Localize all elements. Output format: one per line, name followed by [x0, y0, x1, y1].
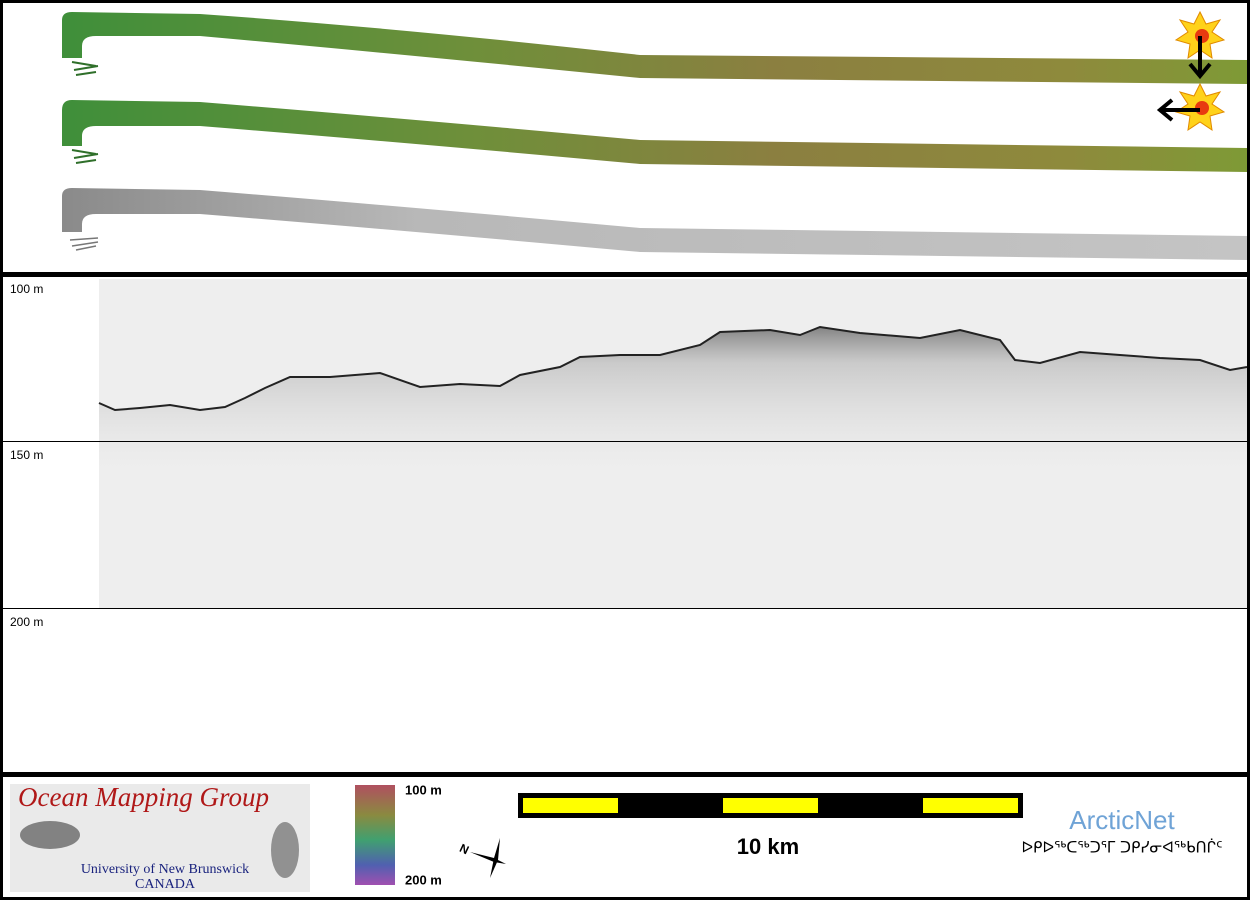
svg-text:N: N: [457, 841, 471, 857]
colorbar: [355, 785, 395, 885]
colorbar-label: 100 m: [405, 782, 442, 797]
logo-title: Ocean Mapping Group: [18, 782, 269, 812]
north-arrow: N: [457, 838, 506, 878]
swath-fragment: [69, 237, 99, 251]
logo-university: University of New Brunswick: [81, 862, 249, 877]
scale-bar: [518, 793, 1023, 818]
depth-label: 150 m: [10, 448, 43, 462]
depth-label: 200 m: [10, 615, 43, 629]
swath-bathymetry: [62, 12, 1247, 84]
swath-backscatter: [62, 188, 1247, 260]
swaths: [62, 12, 1247, 260]
swath-bathymetry: [62, 100, 1247, 172]
arcticnet-syllabics: ᐅᑭᐅᖅᑕᖅᑐᕐᒥ ᑐᑭᓯᓂᐊᖅᑲᑎᒌᑦ: [1021, 839, 1222, 857]
colorbar-label: 200 m: [405, 872, 442, 887]
seafloor-profile: [98, 325, 1248, 412]
swath-fragment: [71, 149, 99, 164]
depth-label: 100 m: [10, 282, 43, 296]
logo-graphic: [20, 821, 80, 849]
logo-graphic: [271, 822, 299, 878]
logo-country: CANADA: [135, 877, 196, 892]
sun-icon: [1156, 82, 1226, 132]
sun-icon: [1174, 10, 1226, 80]
divider: [0, 772, 1250, 777]
backscatter-noise: [99, 327, 1247, 470]
swath-fragment: [71, 61, 99, 76]
divider: [0, 272, 1250, 277]
arcticnet-name: ArcticNet: [1069, 805, 1175, 835]
scale-label: 10 km: [737, 834, 799, 859]
omg-logo: Ocean Mapping Group University of New Br…: [10, 782, 310, 892]
